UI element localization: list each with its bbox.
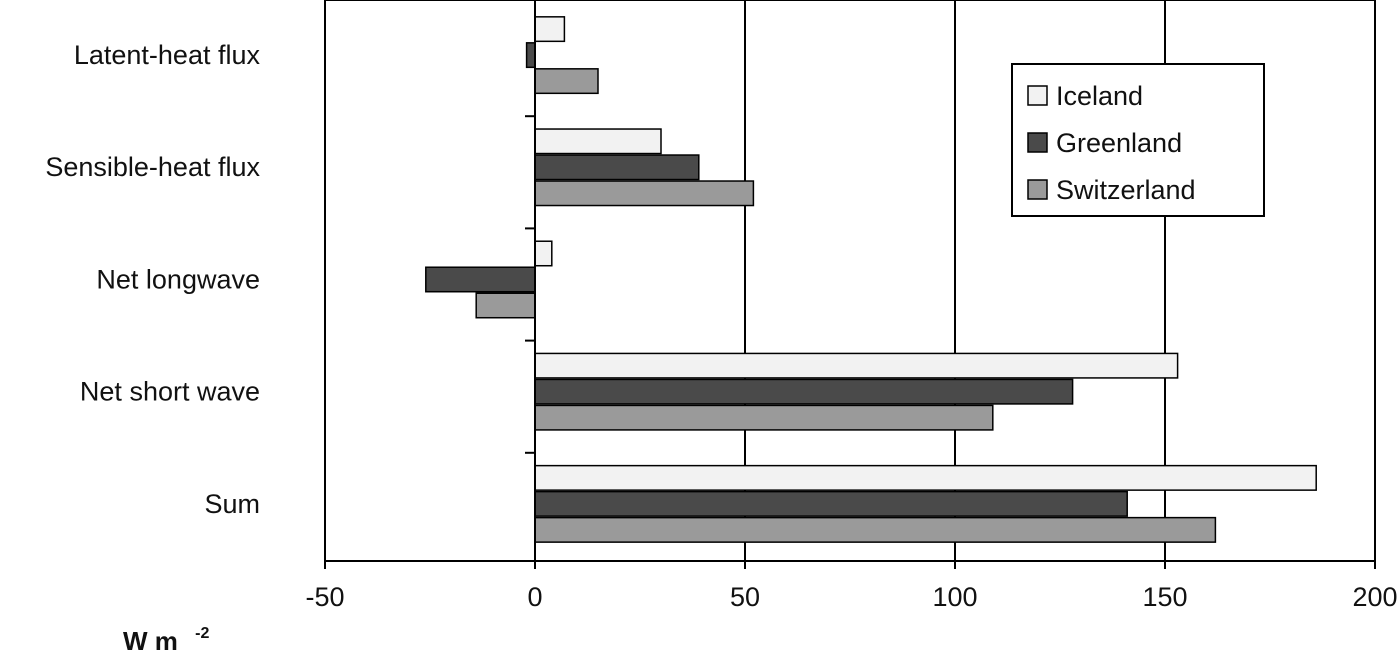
bar-greenland-3	[534, 378, 1074, 405]
x-tick-label: 200	[1352, 582, 1397, 612]
bar-switzerland-2	[475, 292, 536, 319]
x-tick-label: 0	[527, 582, 542, 612]
bars	[425, 16, 1317, 543]
x-tick-label: 50	[730, 582, 760, 612]
legend-swatch	[1027, 179, 1048, 200]
category-label: Latent-heat flux	[74, 40, 261, 70]
x-axis-label: W m -2	[123, 625, 209, 656]
legend-label: Greenland	[1056, 128, 1182, 158]
bar-switzerland-1	[534, 180, 755, 207]
bar-greenland-2	[425, 266, 536, 293]
legend-box	[1011, 63, 1265, 217]
bar-greenland-0	[525, 42, 536, 69]
bar-iceland-0	[534, 16, 566, 43]
category-label: Net longwave	[96, 264, 260, 294]
x-axis: -50 0 50 100 150 200	[305, 560, 1398, 612]
x-tick-label: 100	[932, 582, 977, 612]
bar-greenland-4	[534, 490, 1128, 517]
bar-iceland-2	[534, 240, 553, 267]
legend: Iceland Greenland Switzerland	[1011, 63, 1265, 217]
category-label: Sum	[204, 489, 260, 519]
bar-iceland-3	[534, 352, 1179, 379]
bar-iceland-4	[534, 464, 1317, 491]
x-tick-label: 150	[1142, 582, 1187, 612]
x-tick-label: -50	[305, 582, 344, 612]
bar-greenland-1	[534, 154, 700, 181]
zero-axis	[525, 0, 536, 561]
category-label: Sensible-heat flux	[45, 152, 260, 182]
bar-switzerland-0	[534, 68, 599, 95]
legend-label: Switzerland	[1056, 175, 1196, 205]
legend-swatch	[1027, 85, 1048, 106]
bar-switzerland-4	[534, 516, 1217, 543]
category-label: Net short wave	[80, 377, 260, 407]
category-axis: Latent-heat flux Sensible-heat flux Net lo…	[45, 40, 260, 519]
bar-iceland-1	[534, 128, 662, 155]
bar-switzerland-3	[534, 404, 994, 431]
legend-swatch	[1027, 132, 1048, 153]
legend-label: Iceland	[1056, 81, 1143, 111]
